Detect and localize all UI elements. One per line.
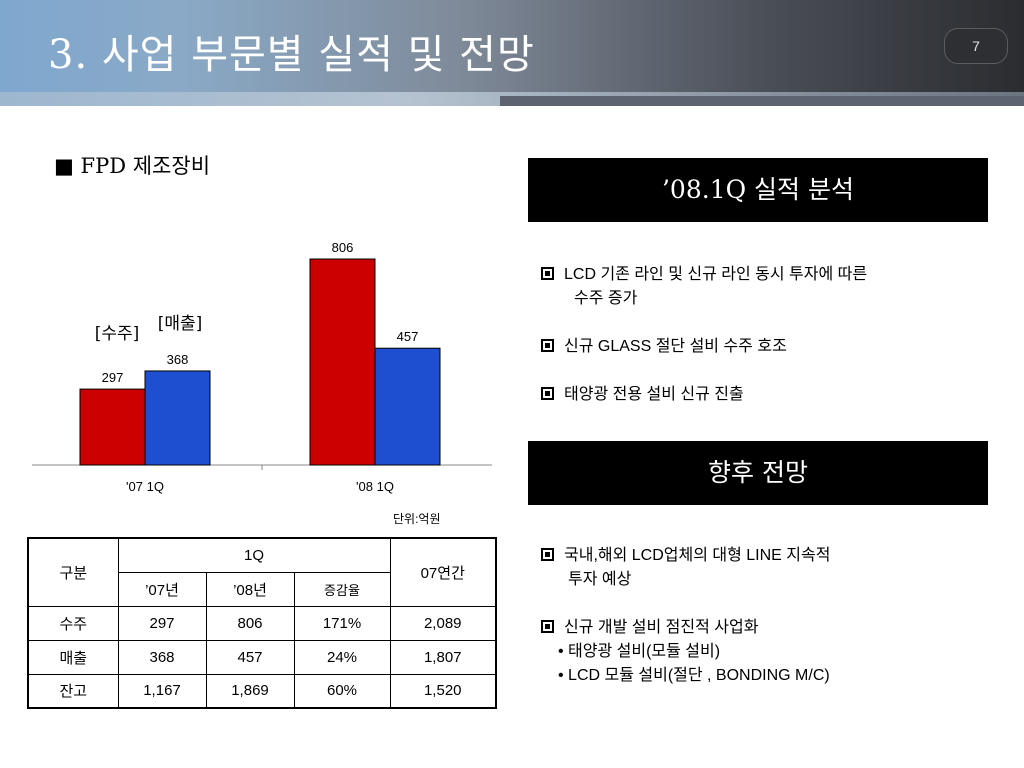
table-header-rate: 증감율 [293, 571, 391, 607]
bullet-text-cont: 수주 증가 [574, 290, 638, 307]
performance-table: 구분 1Q 07연간 ’07년 ’08년 증감율 수주 297 806 171%… [27, 537, 497, 709]
outlook-bullet-2: 신규 개발 설비 점진적 사업화 [541, 616, 991, 640]
legend-order: [수주] [95, 324, 140, 344]
data-label: 368 [167, 352, 189, 367]
table-header-1q: 1Q [117, 537, 391, 573]
analysis-bullet-2: 신규 GLASS 절단 설비 수주 호조 [541, 335, 991, 359]
row-label: 잔고 [27, 673, 119, 709]
bar-sales [374, 347, 441, 466]
data-label: 457 [397, 329, 419, 344]
bar-order [309, 258, 376, 466]
section-label: ■ FPD 제조장비 [54, 154, 211, 178]
cell-07: 297 [117, 605, 207, 641]
square-bullet-icon [541, 267, 554, 280]
x-tick-label: '07 1Q [126, 479, 164, 494]
outlook-bullet-1: 국내,해외 LCD업체의 대형 LINE 지속적 투자 예상 [541, 544, 991, 592]
legend-sales: [매출] [158, 314, 203, 334]
outlook-sub-item-2: • LCD 모듈 설비(절단 , BONDING M/C) [558, 667, 830, 684]
bar-order [79, 388, 146, 466]
square-bullet-icon [541, 387, 554, 400]
unit-label: 단위:억원 [393, 512, 441, 526]
analysis-bullet-1: LCD 기존 라인 및 신규 라인 동시 투자에 따른 수주 증가 [541, 263, 991, 311]
table-row: 잔고 1,167 1,869 60% 1,520 [27, 673, 497, 709]
square-bullet-icon [541, 620, 554, 633]
header-stripe-dark [500, 96, 1024, 106]
analysis-bullet-3: 태양광 전용 설비 신규 진출 [541, 383, 991, 407]
outlook-title-box: 향후 전망 [528, 441, 988, 505]
table-header-07: ’07년 [117, 571, 207, 607]
row-label: 수주 [27, 605, 119, 641]
table-header-category: 구분 [27, 537, 119, 607]
cell-annual: 1,520 [389, 673, 497, 709]
cell-08: 457 [205, 639, 295, 675]
cell-07: 1,167 [117, 673, 207, 709]
x-tick-label: '08 1Q [356, 479, 394, 494]
analysis-title-box: ’08.1Q 실적 분석 [528, 158, 988, 222]
cell-08: 806 [205, 605, 295, 641]
row-label: 매출 [27, 639, 119, 675]
table-header-annual: 07연간 [389, 537, 497, 607]
bar-sales [144, 370, 211, 466]
bullet-text: LCD 기존 라인 및 신규 라인 동시 투자에 따른 [564, 266, 868, 283]
cell-rate: 171% [293, 605, 391, 641]
data-label: 297 [102, 370, 124, 385]
table-row: 수주 297 806 171% 2,089 [27, 605, 497, 641]
table-row: 매출 368 457 24% 1,807 [27, 639, 497, 675]
outlook-sub-item-1: • 태양광 설비(모듈 설비) [558, 643, 721, 660]
cell-08: 1,869 [205, 673, 295, 709]
bullet-text-cont: 투자 예상 [568, 571, 632, 588]
bullet-text: 국내,해외 LCD업체의 대형 LINE 지속적 [564, 547, 831, 564]
page-title: 3. 사업 부문별 실적 및 전망 [48, 32, 535, 78]
cell-rate: 60% [293, 673, 391, 709]
data-label: 806 [332, 240, 354, 255]
bar-chart: 297 368 '07 1Q 806 457 '08 1Q [수주] [매출] [32, 240, 492, 494]
bullet-text: 태양광 전용 설비 신규 진출 [564, 386, 744, 403]
header-banner: 3. 사업 부문별 실적 및 전망 7 [0, 0, 1024, 106]
cell-rate: 24% [293, 639, 391, 675]
table-header-08: ’08년 [205, 571, 295, 607]
bullet-text: 신규 개발 설비 점진적 사업화 [564, 619, 759, 636]
cell-07: 368 [117, 639, 207, 675]
page-number: 7 [944, 28, 1008, 64]
bullet-text: 신규 GLASS 절단 설비 수주 호조 [564, 338, 787, 355]
cell-annual: 2,089 [389, 605, 497, 641]
square-bullet-icon [541, 339, 554, 352]
cell-annual: 1,807 [389, 639, 497, 675]
square-bullet-icon [541, 548, 554, 561]
